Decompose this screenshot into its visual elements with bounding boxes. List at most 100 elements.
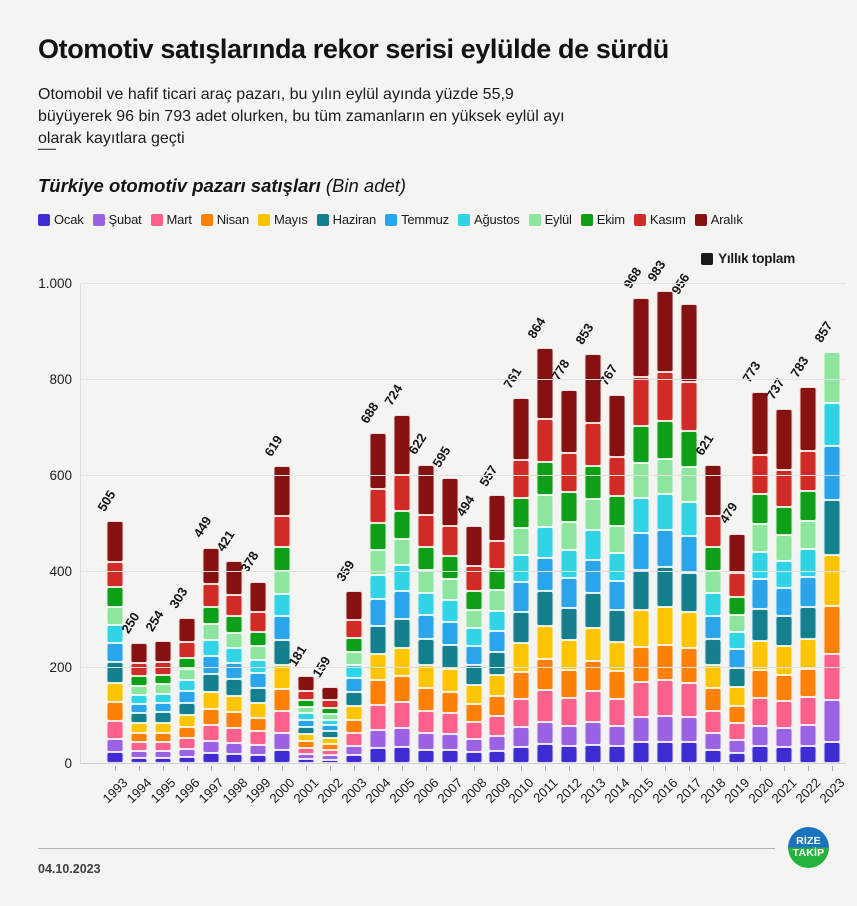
bar-column-1999: 378 1999 (238, 284, 274, 806)
bar-segment-nisan (728, 705, 746, 723)
bar-column-2005: 724 2005 (381, 284, 417, 806)
x-axis-tick (593, 766, 595, 771)
bar-segment-kasım (488, 540, 506, 570)
x-axis-label: 2006 (410, 775, 442, 807)
bar-segment-ağustos (417, 592, 435, 616)
bar-segment-şubat (704, 733, 722, 750)
x-axis-tick (569, 766, 571, 771)
bar-segment-mayıs (154, 722, 172, 733)
bar-segment-ocak (441, 750, 459, 763)
bar-segment-temmuz (560, 578, 578, 609)
bar-segment-kasım (178, 642, 196, 658)
bar-segment-haziran (202, 673, 220, 692)
x-axis-label: 2018 (697, 775, 729, 807)
bar-segment-eylül (273, 571, 291, 594)
bar-segment-haziran (393, 618, 411, 649)
bar-segment-mart (823, 654, 841, 700)
bar-stack (106, 520, 124, 763)
bar-segment-nisan (345, 719, 363, 733)
bar-segment-eylül (704, 570, 722, 594)
bar-segment-kasım (536, 418, 554, 463)
bar-segment-eylül (751, 523, 769, 552)
bar-segment-mayıs (632, 609, 650, 647)
bar-segment-ekim (656, 421, 674, 459)
bar-column-2008: 494 2008 (453, 284, 489, 807)
bar-segment-ağustos (178, 680, 196, 692)
bar-segment-eylül (632, 463, 650, 499)
x-axis-tick (497, 766, 499, 771)
y-axis-label: 600 (49, 468, 72, 483)
bar-segment-ağustos (345, 664, 363, 678)
legend-label: Temmuz (401, 212, 449, 227)
bar-segment-temmuz (225, 662, 243, 680)
bar-segment-ekim (799, 490, 817, 521)
bar-segment-haziran (704, 639, 722, 665)
bar-segment-haziran (632, 570, 650, 610)
bar-segment-ağustos (488, 610, 506, 631)
bar-column-2002: 159 2002 (309, 284, 345, 806)
bar-segment-şubat (130, 751, 148, 758)
bar-segment-haziran (178, 702, 196, 716)
bar-segment-şubat (560, 725, 578, 747)
bar-segment-aralık (704, 464, 722, 516)
bar-column-2004: 688 2004 (357, 284, 393, 806)
bar-segment-ağustos (584, 529, 602, 561)
bar-segment-şubat (751, 725, 769, 747)
bar-segment-eylül (225, 632, 243, 648)
bar-segment-şubat (297, 754, 315, 760)
bar-segment-ekim (751, 494, 769, 524)
bar-segment-aralık (465, 525, 483, 567)
bar-segment-nisan (106, 702, 124, 721)
bar-segment-mayıs (536, 626, 554, 660)
bar-stack (536, 348, 554, 763)
bar-column-2020: 773 2020 (740, 284, 776, 806)
bar-segment-mart (321, 749, 339, 756)
bar-segment-eylül (154, 684, 172, 694)
bar-segment-aralık (369, 432, 387, 489)
bar-segment-kasım (417, 515, 435, 547)
gridline (81, 667, 846, 668)
bar-column-1997: 449 1997 (190, 284, 226, 806)
bar-segment-mart (441, 713, 459, 735)
logo-text-top: RİZE (796, 835, 821, 847)
plot-area: 505 1993 250 1994 254 1995 303 1996 449 1997 421 19… (80, 258, 848, 807)
bar-column-2013: 853 2013 (572, 284, 608, 806)
bar-segment-mayıs (321, 737, 339, 745)
bar-segment-aralık (656, 291, 674, 372)
footer-divider (38, 848, 775, 849)
bar-segment-haziran (823, 499, 841, 556)
subtitle-line: büyüyerek 96 bin 793 adet olurken, bu tü… (38, 108, 565, 125)
bar-segment-şubat (608, 726, 626, 747)
y-axis: 0 200 400 600 800 1.000 (0, 276, 72, 771)
bar-stack (297, 676, 315, 763)
bar-segment-nisan (130, 733, 148, 743)
bar-segment-şubat (512, 726, 530, 747)
bar-stack (465, 525, 483, 763)
bar-segment-mart (249, 731, 267, 745)
bar-segment-şubat (321, 755, 339, 760)
bar-stack (632, 298, 650, 763)
bar-segment-temmuz (154, 702, 172, 713)
x-axis-label: 1996 (171, 775, 203, 807)
bar-segment-kasım (775, 469, 793, 507)
bar-stack (369, 432, 387, 763)
bar-segment-temmuz (536, 557, 554, 591)
bar-segment-aralık (225, 560, 243, 596)
bar-segment-haziran (130, 713, 148, 724)
bar-segment-şubat (680, 717, 698, 743)
bar-stack (321, 686, 339, 763)
bar-segment-ocak (680, 742, 698, 763)
bar-segment-ocak (560, 746, 578, 763)
bar-column-1996: 303 1996 (166, 284, 202, 806)
bar-column-2014: 767 2014 (596, 284, 632, 806)
bar-segment-mart (728, 722, 746, 741)
x-axis-tick (688, 766, 690, 771)
bar-segment-eylül (823, 351, 841, 404)
x-axis-label: 1995 (147, 775, 179, 807)
bar-segment-kasım (560, 453, 578, 493)
bar-segment-şubat (106, 738, 124, 753)
bar-segment-aralık (799, 387, 817, 451)
bar-segment-şubat (536, 721, 554, 745)
bar-segment-temmuz (608, 580, 626, 611)
bar-segment-ekim (704, 546, 722, 571)
